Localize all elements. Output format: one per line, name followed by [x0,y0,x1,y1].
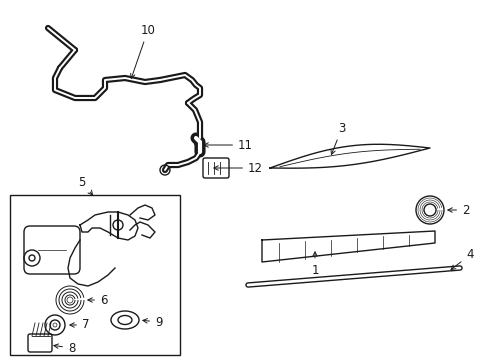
Text: 1: 1 [311,252,318,276]
Text: 9: 9 [142,315,162,328]
Text: 7: 7 [70,319,89,332]
Text: 12: 12 [213,162,263,175]
Text: 2: 2 [447,203,468,216]
Text: 11: 11 [203,139,252,152]
Bar [10,195,180,355]
Text: 3: 3 [330,122,345,154]
Text: 5: 5 [78,176,92,195]
Text: 8: 8 [54,342,75,355]
Text: 6: 6 [88,293,107,306]
Text: 4: 4 [450,248,472,270]
Text: 10: 10 [130,23,155,78]
